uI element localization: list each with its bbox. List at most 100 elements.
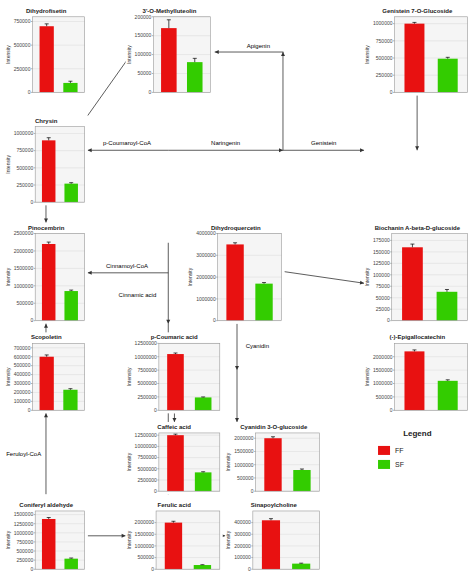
pathway-arrow: [88, 535, 126, 536]
grid-line: [392, 240, 468, 241]
error-bar: [173, 434, 177, 435]
error-bar: [47, 138, 51, 141]
arrow-head: [44, 219, 48, 223]
y-tick-label: 400000: [234, 519, 251, 525]
mini-chart: Ferulic acid0500000100000015000002000000…: [126, 500, 223, 572]
error-bar: [300, 469, 304, 470]
pathway-arrow: [282, 52, 283, 150]
y-tick-label: 0: [251, 488, 254, 494]
error-bar: [45, 24, 49, 26]
arrows: [44, 50, 419, 538]
error-bar: [47, 242, 51, 244]
annotation-background: [310, 139, 337, 147]
error-bar-cap: [47, 517, 51, 518]
legend: LegendFFSF: [378, 429, 432, 469]
plot-frame: [395, 17, 468, 93]
y-tick-label: 0: [154, 488, 157, 494]
y-tick-label: 300000: [14, 380, 31, 386]
y-tick-label: 200000: [135, 14, 152, 20]
plot-area: [35, 511, 84, 569]
y-tick-label: 500000: [17, 165, 34, 171]
bars: [167, 353, 211, 410]
y-tick-label: 12500000: [135, 340, 157, 346]
error-bar-cap: [201, 471, 205, 472]
y-tick-label: 1500000: [135, 531, 155, 537]
error-bar: [68, 389, 72, 390]
bar: [63, 83, 77, 92]
plot-area: [156, 511, 220, 569]
arrow-head: [235, 366, 239, 370]
error-bar: [45, 355, 49, 357]
chart-title: Dihydrofisetin: [26, 8, 67, 14]
error-bar: [200, 564, 204, 565]
bars: [404, 22, 457, 92]
plot-frame: [153, 17, 210, 93]
bars: [167, 434, 211, 491]
y-tick-label: 2000000: [234, 435, 254, 441]
y-tick-label: 400000: [14, 371, 31, 377]
plot-frame: [35, 127, 84, 203]
plot-frame: [32, 17, 84, 93]
chart-background: [225, 500, 322, 572]
error-bar: [446, 380, 450, 381]
chart-background: [126, 500, 223, 572]
y-tick-label: 50000: [376, 295, 390, 301]
y-tick-label: 200000: [234, 543, 251, 549]
y-axis-label: Intensity: [126, 452, 132, 471]
arrow-head: [88, 148, 92, 152]
bar: [42, 519, 55, 569]
plot-area: [153, 17, 210, 93]
y-tick-label: 250000: [17, 182, 34, 188]
arrow-head: [415, 146, 419, 150]
error-bar: [269, 519, 273, 521]
charts: Dihydrofisetin0250000500000750000Intensi…: [5, 6, 471, 572]
mini-chart: Genistein 7-O-Glucoside02500005000007500…: [364, 6, 471, 96]
y-tick-label: 0: [28, 89, 31, 95]
chart-title: Dihydroquercetin: [211, 225, 261, 231]
error-bar: [69, 290, 73, 292]
bar: [404, 24, 424, 93]
chart-title: Cyanidin 3-O-glucoside: [240, 424, 308, 430]
annotation: Naringenin: [211, 140, 240, 146]
legend-title: Legend: [403, 429, 432, 438]
y-tick-label: 150000: [135, 32, 152, 38]
y-axis-label: Intensity: [126, 45, 132, 64]
chart-background: [364, 223, 471, 324]
y-tick-label: 5000000: [137, 466, 157, 472]
error-bar: [446, 57, 450, 58]
y-tick-label: 1000000: [14, 130, 34, 136]
y-tick-label: 1500000: [234, 448, 254, 454]
plot-area: [32, 17, 84, 93]
y-tick-label: 0: [154, 407, 157, 413]
y-tick-label: 500000: [137, 554, 154, 560]
pathway-arrow: [88, 150, 169, 151]
y-tick-label: 1500000: [14, 511, 34, 517]
chart-background: [364, 332, 471, 413]
plot-area: [35, 234, 84, 321]
error-bar: [47, 518, 51, 519]
error-bar: [233, 243, 237, 245]
chart-background: [5, 6, 88, 96]
y-tick-label: 250000: [376, 72, 393, 78]
y-tick-label: 750000: [14, 18, 31, 24]
y-tick-label: 1000000: [234, 462, 254, 468]
mini-chart: (-)-Epigallocatechin05000001000000150000…: [364, 332, 471, 413]
error-bar-cap: [269, 518, 273, 519]
y-tick-label: 750000: [17, 147, 34, 153]
bar: [40, 357, 54, 411]
y-tick-label: 0: [151, 566, 154, 572]
error-bar: [68, 81, 72, 83]
annotation: Genistein: [311, 140, 336, 146]
plot-frame: [395, 343, 468, 410]
mini-chart: Cyanidin 3-O-glucoside050000010000001500…: [225, 422, 322, 494]
annotation-background: [210, 139, 241, 147]
bar: [194, 565, 211, 569]
y-tick-label: 500000: [14, 42, 31, 48]
plot-area: [253, 511, 319, 569]
y-tick-label: 100000: [135, 51, 152, 57]
bar: [161, 28, 177, 92]
pathway-arrow: [237, 324, 238, 370]
chart-title: Caffeic acid: [157, 424, 191, 430]
y-tick-label: 1000000: [14, 530, 34, 536]
plot-area: [159, 433, 220, 491]
